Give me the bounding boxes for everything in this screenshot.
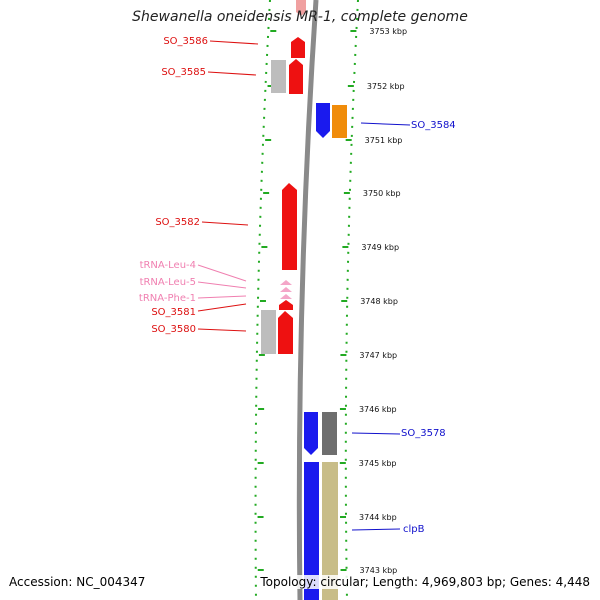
leader-tRNA-Leu-4 (197, 264, 247, 282)
label-clpB: clpB (403, 524, 425, 535)
gene-clpB (304, 462, 319, 600)
label-SO_3584: SO_3584 (411, 120, 456, 131)
tick-label-3747: 3747 kbp (359, 351, 397, 360)
label-tRNA-Phe-1: tRNA-Phe-1 (139, 293, 196, 304)
genome-backbone (296, 0, 319, 600)
gene-SO_3585 (289, 59, 303, 94)
gene-grey-3580 (261, 310, 276, 354)
label-leaders (197, 40, 411, 531)
leader-tRNA-Phe-1 (197, 295, 247, 299)
label-tRNA-Leu-4: tRNA-Leu-4 (140, 260, 196, 271)
label-SO_3578: SO_3578 (401, 428, 446, 439)
leader-SO_3585 (207, 71, 257, 76)
left-tick-marks (257, 30, 277, 571)
gene-SO_3581 (279, 300, 293, 310)
map-title: Shewanella oneidensis MR-1, complete gen… (132, 9, 468, 25)
gene-grey-3585 (271, 60, 286, 93)
label-SO_3580: SO_3580 (151, 324, 196, 335)
right-tick-marks (339, 30, 357, 571)
label-tRNA-Leu-5: tRNA-Leu-5 (140, 277, 196, 288)
leader-SO_3580 (197, 328, 247, 332)
tick-label-3748: 3748 kbp (360, 297, 398, 306)
gene-tRNA-Leu-4 (280, 280, 292, 285)
feature-labels: SO_3586 SO_3585 SO_3584 SO_3582 tRNA-Leu… (139, 36, 456, 535)
tick-label-3744: 3744 kbp (359, 513, 397, 522)
gene-SO_3578 (304, 412, 318, 455)
label-SO_3586: SO_3586 (163, 36, 208, 47)
gene-khaki-clpB (322, 462, 338, 600)
label-SO_3581: SO_3581 (151, 307, 196, 318)
gene-darkgrey-3578 (322, 412, 337, 455)
leader-SO_3586 (209, 40, 259, 45)
topology-summary: Topology: circular; Length: 4,969,803 bp… (260, 575, 590, 589)
gene-SO_3580 (278, 311, 293, 354)
tick-label-3745: 3745 kbp (359, 459, 397, 468)
leader-SO_3584 (360, 122, 411, 126)
tick-label-3750: 3750 kbp (363, 189, 401, 198)
gene-features (261, 0, 347, 600)
gene-orange-3584 (332, 105, 347, 138)
leader-clpB (351, 528, 401, 531)
accession-text: Accession: NC_004347 (9, 575, 146, 589)
tick-label-3746: 3746 kbp (359, 405, 397, 414)
label-SO_3582: SO_3582 (155, 217, 200, 228)
tick-labels: 3753 kbp 3752 kbp 3751 kbp 3750 kbp 3749 kbp… (359, 27, 407, 575)
tick-label-3743: 3743 kbp (360, 566, 398, 575)
gene-SO_3584 (316, 103, 330, 138)
label-SO_3585: SO_3585 (161, 67, 206, 78)
leader-tRNA-Leu-5 (197, 281, 247, 289)
gene-SO_3586 (291, 37, 305, 58)
outer-ring-right (344, 0, 359, 600)
tick-label-3753: 3753 kbp (369, 27, 407, 36)
gene-tRNA-Leu-5 (280, 287, 292, 292)
leader-SO_3578 (351, 432, 401, 435)
tick-label-3749: 3749 kbp (361, 243, 399, 252)
gene-tRNA-Phe-1 (280, 294, 292, 299)
gene-top-partial (296, 0, 306, 16)
leader-SO_3581 (197, 303, 247, 312)
tick-label-3751: 3751 kbp (365, 136, 403, 145)
gene-SO_3582 (282, 183, 297, 270)
leader-SO_3582 (201, 221, 249, 226)
tick-label-3752: 3752 kbp (367, 82, 405, 91)
